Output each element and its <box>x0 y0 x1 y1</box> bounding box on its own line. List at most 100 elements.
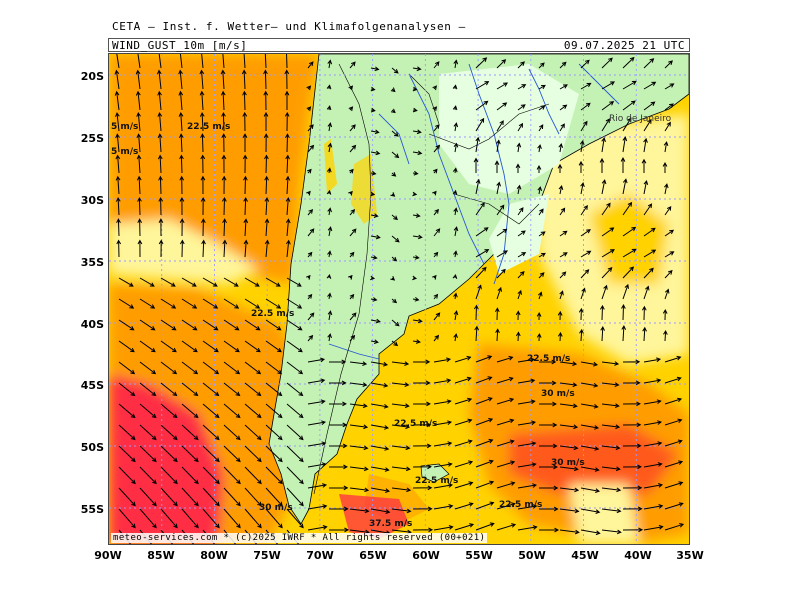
wind-arrow <box>452 105 458 111</box>
wind-arrow <box>328 380 347 386</box>
wind-arrow <box>328 401 347 407</box>
wind-arrow <box>601 118 610 132</box>
wind-arrow <box>641 305 647 321</box>
wind-arrow <box>221 133 227 153</box>
wind-arrow <box>307 420 327 426</box>
wind-arrow <box>307 124 314 132</box>
wind-arrow <box>412 318 423 324</box>
wind-arrow <box>475 284 482 300</box>
wind-arrow <box>158 54 162 69</box>
wind-arrow <box>137 239 143 258</box>
wind-arrow <box>496 120 504 132</box>
wind-arrow <box>517 357 536 363</box>
lat-label: 40S <box>80 318 104 331</box>
wind-arrow <box>412 359 431 365</box>
wind-arrow <box>475 522 495 531</box>
wind-arrow <box>433 168 438 174</box>
wind-arrow <box>391 172 397 177</box>
wind-arrow <box>285 239 291 258</box>
wind-arrow <box>412 443 432 449</box>
wind-arrow <box>664 523 685 531</box>
wind-arrow <box>475 117 485 132</box>
wind-arrow <box>265 508 283 529</box>
wind-arrow <box>412 297 420 302</box>
wind-arrow <box>139 403 157 419</box>
wind-arrow <box>433 441 453 447</box>
wind-arrow <box>454 355 472 363</box>
wind-arrow <box>370 466 390 472</box>
river-east <box>528 68 560 135</box>
wind-arrow <box>307 504 328 510</box>
wind-arrow <box>244 382 262 397</box>
wind-arrow <box>244 487 262 507</box>
wind-arrow <box>263 90 269 111</box>
wind-arrow <box>285 196 291 216</box>
wind-arrow <box>118 424 136 441</box>
wind-arrow <box>349 403 368 409</box>
wind-arrow <box>622 201 633 216</box>
wind-arrow <box>473 304 479 321</box>
wind-arrow <box>601 382 620 387</box>
lat-label: 25S <box>80 132 104 145</box>
wind-arrow <box>286 487 304 507</box>
wind-arrow <box>643 357 662 363</box>
wind-arrow <box>664 288 670 300</box>
wind-arrow <box>433 399 452 405</box>
wind-arrow <box>433 293 439 300</box>
chart-title: CETA – Inst. f. Wetter– und Klimafolgena… <box>112 20 466 33</box>
lat-label: 50S <box>80 441 104 454</box>
wind-arrow <box>181 487 199 507</box>
wind-arrow <box>328 506 349 512</box>
wind-arrow <box>475 376 493 384</box>
wind-arrow <box>557 331 563 342</box>
wind-arrow <box>643 378 662 384</box>
wind-arrow <box>643 524 664 531</box>
wind-arrow <box>286 445 304 463</box>
wind-arrow <box>539 464 558 470</box>
wind-arrow <box>412 150 423 156</box>
wind-arrow <box>223 487 241 507</box>
wind-arrow <box>181 403 199 419</box>
wind-arrow <box>284 69 290 90</box>
wind-arrow <box>454 439 473 447</box>
wind-arrow <box>559 84 568 90</box>
wind-arrow <box>496 82 508 90</box>
contour-label: 22.5 m/s <box>251 309 295 319</box>
wind-arrow <box>349 382 368 387</box>
wind-arrow <box>475 418 494 426</box>
wind-arrow <box>559 104 568 111</box>
wind-arrow <box>559 529 580 535</box>
wind-arrow <box>139 424 157 441</box>
wind-arrow <box>664 60 673 69</box>
wind-arrow <box>601 137 606 153</box>
wind-arrow <box>412 401 431 407</box>
wind-arrow <box>391 340 399 347</box>
city-label-rio: Rio de Janeiro <box>609 114 672 124</box>
wind-arrow <box>559 424 579 430</box>
wind-arrow <box>475 178 481 195</box>
wind-arrow <box>580 205 588 216</box>
wind-arrow <box>559 403 578 409</box>
wind-arrow <box>326 273 332 279</box>
wind-arrow <box>243 175 248 195</box>
wind-arrow <box>601 267 613 279</box>
lat-label: 55S <box>80 503 104 516</box>
wind-arrow <box>559 466 579 472</box>
wind-arrow <box>537 144 542 153</box>
wind-arrow <box>139 298 156 309</box>
wind-arrow <box>139 466 157 485</box>
wind-arrow <box>118 466 136 485</box>
wind-arrow <box>265 466 283 485</box>
wind-arrow <box>181 424 199 441</box>
wind-arrow <box>370 361 389 367</box>
wind-arrow <box>349 293 355 300</box>
contour-label: 5 m/s <box>111 147 139 157</box>
wind-arrow <box>223 361 241 375</box>
wind-arrow <box>370 445 390 451</box>
wind-arrow <box>348 274 353 280</box>
wind-arrow <box>244 424 262 441</box>
wind-arrow <box>158 218 164 237</box>
wind-arrow <box>643 267 654 279</box>
wind-arrow <box>307 144 315 153</box>
wind-arrow <box>221 154 227 174</box>
